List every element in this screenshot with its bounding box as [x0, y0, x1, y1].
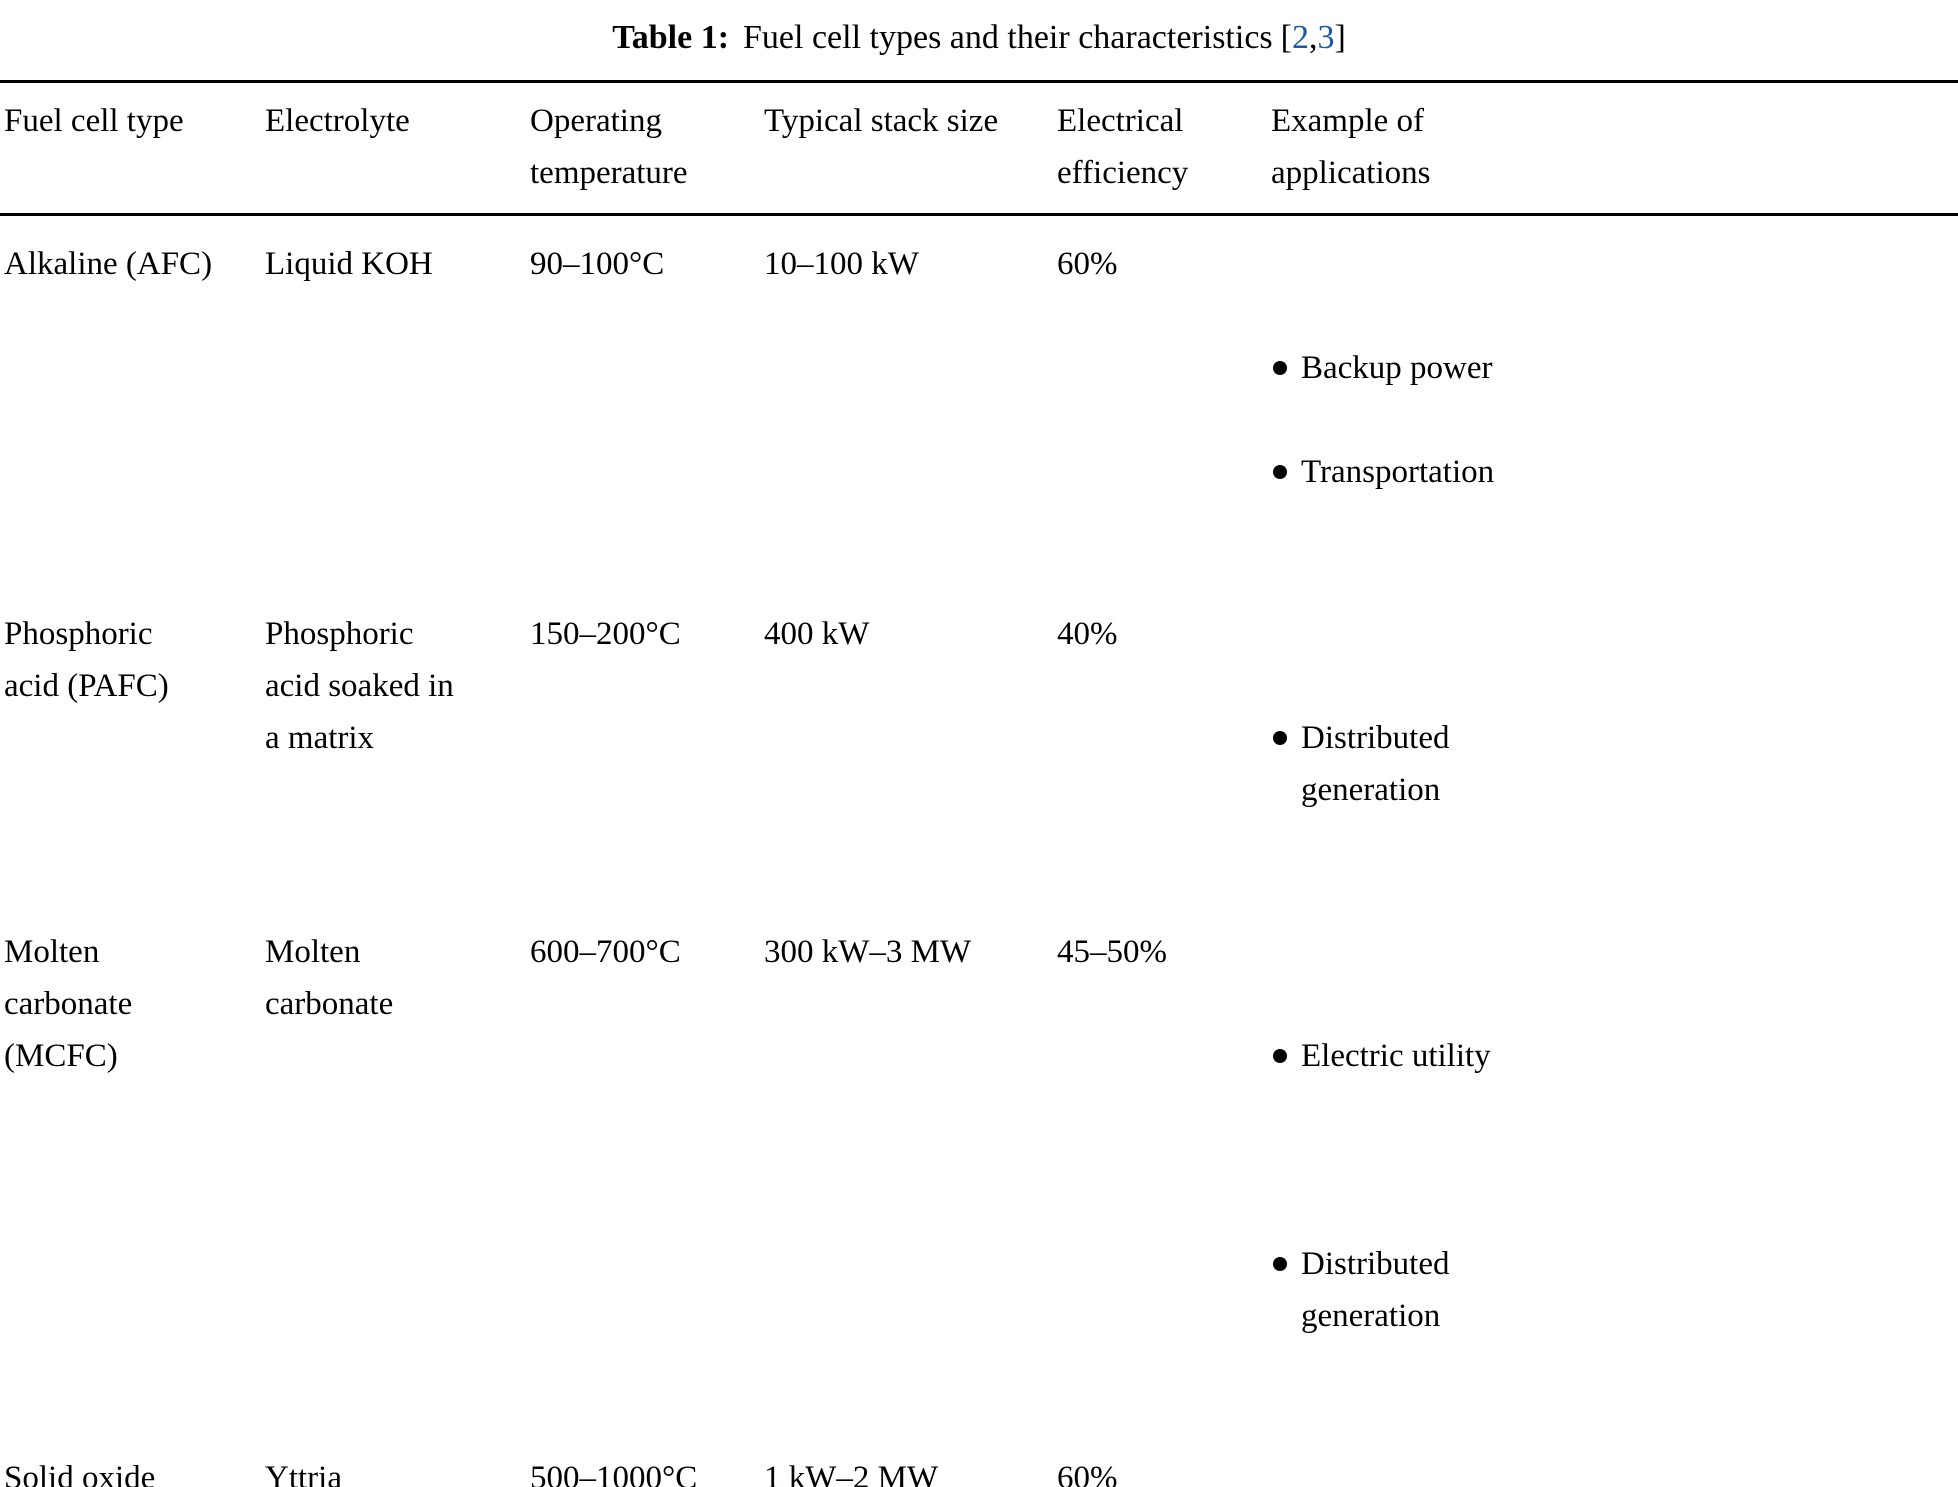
col-header-typical-stack-size: Typical stack size — [764, 81, 1057, 216]
cell-stack-size: 300 kW–3 MW — [764, 934, 972, 970]
application-item: Backup power — [1271, 342, 1958, 394]
application-label: Transportation — [1301, 454, 1495, 490]
cell-applications: Distributed generation — [1271, 608, 1958, 926]
caption-citations: [2,3] — [1281, 19, 1346, 56]
citation-open-bracket: [ — [1280, 19, 1292, 56]
cell-applications: Electric utility Distributed generation — [1271, 926, 1958, 1452]
application-label: Distributed generation — [1301, 720, 1450, 808]
col-header-fuel-cell-type: Fuel cell type — [0, 81, 265, 216]
cell-fuel-cell-type: Alkaline (AFC) — [4, 246, 213, 282]
bullet-icon — [1273, 1257, 1287, 1271]
cell-electrolyte: Liquid KOH — [265, 246, 433, 282]
col-header-electrolyte: Electrolyte — [265, 81, 530, 216]
cell-operating-temperature: 600–700°C — [530, 934, 681, 970]
cell-electrolyte: Yttria stabilized zirconia — [265, 1460, 342, 1487]
table-header-row: Fuel cell type Electrolyte Operating tem… — [0, 81, 1958, 216]
cell-efficiency: 45–50% — [1057, 934, 1167, 970]
cell-fuel-cell-type: Phosphoric acid (PAFC) — [4, 616, 169, 704]
cell-stack-size: 10–100 kW — [764, 246, 919, 282]
col-header-electrical-efficiency: Electrical efficiency — [1057, 81, 1271, 216]
table-row-sofc: Solid oxide (SOFC) Yttria stabilized zir… — [0, 1452, 1958, 1487]
col-header-operating-temperature: Operating temperature — [530, 81, 764, 216]
citation-link-3[interactable]: 3 — [1317, 19, 1335, 56]
cell-efficiency: 60% — [1057, 1460, 1118, 1487]
application-label: Backup power — [1301, 350, 1493, 386]
application-item: Electric utility — [1271, 1030, 1958, 1082]
cell-efficiency: 40% — [1057, 616, 1118, 652]
application-item: Distributed generation — [1271, 712, 1958, 816]
caption-text: Fuel cell types and their characteristic… — [743, 19, 1273, 56]
citation-separator: , — [1308, 19, 1318, 56]
caption-label: Table 1: — [612, 19, 730, 56]
bullet-icon — [1273, 465, 1287, 479]
cell-applications: Backup power Transportation — [1271, 215, 1958, 609]
table-row-mcfc: Molten carbonate (MCFC) Molten carbonate… — [0, 926, 1958, 1452]
bullet-icon — [1273, 731, 1287, 745]
cell-efficiency: 60% — [1057, 246, 1118, 282]
cell-fuel-cell-type: Solid oxide (SOFC) — [4, 1460, 156, 1487]
table-row-afc: Alkaline (AFC) Liquid KOH 90–100°C 10–10… — [0, 215, 1958, 609]
cell-fuel-cell-type: Molten carbonate (MCFC) — [4, 934, 133, 1074]
application-label: Distributed generation — [1301, 1246, 1450, 1334]
cell-electrolyte: Phosphoric acid soaked in a matrix — [265, 616, 454, 756]
fuel-cell-table: Fuel cell type Electrolyte Operating tem… — [0, 80, 1958, 1487]
applications-list: Distributed generation — [1271, 660, 1958, 868]
application-item: Distributed generation — [1271, 1238, 1958, 1342]
table-row-pafc: Phosphoric acid (PAFC) Phosphoric acid s… — [0, 608, 1958, 926]
cell-applications: Auxiliary power Electric utility Distrib… — [1271, 1452, 1958, 1487]
citation-close-bracket: ] — [1334, 19, 1346, 56]
bullet-icon — [1273, 361, 1287, 375]
table-caption: Table 1: Fuel cell types and their charac… — [0, 0, 1958, 80]
applications-list: Electric utility Distributed generation — [1271, 978, 1958, 1394]
application-label: Electric utility — [1301, 1038, 1491, 1074]
application-item: Transportation — [1271, 446, 1958, 498]
cell-electrolyte: Molten carbonate — [265, 934, 394, 1022]
col-header-example-applications: Example of applications — [1271, 81, 1958, 216]
cell-operating-temperature: 500–1000°C — [530, 1460, 698, 1487]
cell-stack-size: 1 kW–2 MW — [764, 1460, 939, 1487]
bullet-icon — [1273, 1049, 1287, 1063]
citation-link-2[interactable]: 2 — [1291, 19, 1309, 56]
cell-stack-size: 400 kW — [764, 616, 870, 652]
applications-list: Backup power Transportation — [1271, 290, 1958, 550]
cell-operating-temperature: 150–200°C — [530, 616, 681, 652]
cell-operating-temperature: 90–100°C — [530, 246, 665, 282]
